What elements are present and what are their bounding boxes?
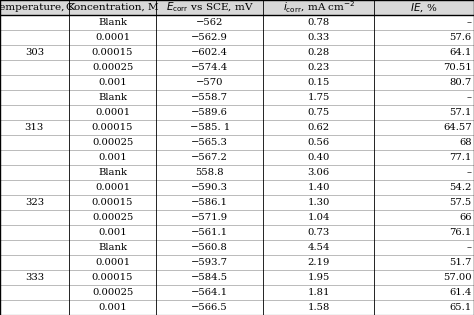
- Text: 77.1: 77.1: [449, 153, 472, 162]
- Text: −564.1: −564.1: [191, 288, 228, 297]
- Text: 57.1: 57.1: [449, 108, 472, 117]
- Text: 0.0001: 0.0001: [95, 33, 130, 42]
- Text: 0.00015: 0.00015: [92, 48, 133, 57]
- Text: 313: 313: [25, 123, 44, 132]
- Text: 0.00015: 0.00015: [92, 198, 133, 207]
- Text: 0.0001: 0.0001: [95, 183, 130, 192]
- Text: 64.57: 64.57: [443, 123, 472, 132]
- Text: −585. 1: −585. 1: [190, 123, 230, 132]
- Text: 57.00: 57.00: [443, 273, 472, 282]
- Text: 80.7: 80.7: [449, 78, 472, 87]
- Text: −565.3: −565.3: [191, 138, 228, 147]
- Text: –: –: [466, 168, 472, 177]
- Text: 4.54: 4.54: [308, 243, 330, 252]
- Text: $E_{\rm corr}$ vs SCE, mV: $E_{\rm corr}$ vs SCE, mV: [166, 1, 254, 14]
- Text: 0.78: 0.78: [308, 18, 330, 27]
- Text: 0.56: 0.56: [308, 138, 330, 147]
- Text: Blank: Blank: [98, 93, 127, 102]
- Text: 0.15: 0.15: [308, 78, 330, 87]
- Text: 0.33: 0.33: [308, 33, 330, 42]
- Text: 0.00015: 0.00015: [92, 273, 133, 282]
- Text: 0.001: 0.001: [98, 78, 127, 87]
- Text: –: –: [466, 243, 472, 252]
- Text: 65.1: 65.1: [449, 303, 472, 312]
- Text: −590.3: −590.3: [191, 183, 228, 192]
- Text: –: –: [466, 93, 472, 102]
- Text: 0.23: 0.23: [308, 63, 330, 72]
- Text: $i_{\rm corr}$, mA cm$^{-2}$: $i_{\rm corr}$, mA cm$^{-2}$: [283, 0, 355, 15]
- Text: −602.4: −602.4: [191, 48, 228, 57]
- Text: Blank: Blank: [98, 168, 127, 177]
- Text: −561.1: −561.1: [191, 228, 228, 237]
- Text: −571.9: −571.9: [191, 213, 228, 222]
- Text: −558.7: −558.7: [191, 93, 228, 102]
- Text: −589.6: −589.6: [191, 108, 228, 117]
- Text: 76.1: 76.1: [449, 228, 472, 237]
- Text: −574.4: −574.4: [191, 63, 228, 72]
- Text: Concentration, M: Concentration, M: [66, 3, 159, 12]
- Text: $IE$, %: $IE$, %: [410, 1, 438, 14]
- Text: 0.00025: 0.00025: [92, 63, 133, 72]
- Text: 0.73: 0.73: [308, 228, 330, 237]
- Text: 0.00025: 0.00025: [92, 213, 133, 222]
- Text: –: –: [466, 18, 472, 27]
- Text: Temperature, K: Temperature, K: [0, 3, 75, 12]
- Text: 0.0001: 0.0001: [95, 108, 130, 117]
- Text: 1.81: 1.81: [308, 288, 330, 297]
- Text: 64.1: 64.1: [449, 48, 472, 57]
- Text: 0.001: 0.001: [98, 228, 127, 237]
- Text: 0.40: 0.40: [308, 153, 330, 162]
- Text: −593.7: −593.7: [191, 258, 228, 267]
- Text: 51.7: 51.7: [449, 258, 472, 267]
- Text: −570: −570: [196, 78, 224, 87]
- Text: −584.5: −584.5: [191, 273, 228, 282]
- Text: −566.5: −566.5: [191, 303, 228, 312]
- Text: 0.001: 0.001: [98, 153, 127, 162]
- Text: 0.00025: 0.00025: [92, 138, 133, 147]
- Text: 68: 68: [459, 138, 472, 147]
- Text: 333: 333: [25, 273, 44, 282]
- Text: −586.1: −586.1: [191, 198, 228, 207]
- Text: 1.04: 1.04: [308, 213, 330, 222]
- Text: 2.19: 2.19: [308, 258, 330, 267]
- Text: −562: −562: [196, 18, 223, 27]
- Text: −562.9: −562.9: [191, 33, 228, 42]
- Text: 1.75: 1.75: [308, 93, 330, 102]
- Text: 0.001: 0.001: [98, 303, 127, 312]
- Text: 0.28: 0.28: [308, 48, 330, 57]
- Text: 558.8: 558.8: [195, 168, 224, 177]
- Text: 0.0001: 0.0001: [95, 258, 130, 267]
- Text: 0.00025: 0.00025: [92, 288, 133, 297]
- Text: 57.5: 57.5: [449, 198, 472, 207]
- Text: 0.75: 0.75: [308, 108, 330, 117]
- Text: 3.06: 3.06: [308, 168, 330, 177]
- Text: 1.58: 1.58: [308, 303, 330, 312]
- Text: 61.4: 61.4: [449, 288, 472, 297]
- Text: 66: 66: [459, 213, 472, 222]
- Text: Blank: Blank: [98, 18, 127, 27]
- Text: −560.8: −560.8: [191, 243, 228, 252]
- Text: 1.30: 1.30: [308, 198, 330, 207]
- Text: 1.40: 1.40: [308, 183, 330, 192]
- Text: Blank: Blank: [98, 243, 127, 252]
- Bar: [0, 0, 474, 15]
- Text: 54.2: 54.2: [449, 183, 472, 192]
- Text: 0.00015: 0.00015: [92, 123, 133, 132]
- Text: 70.51: 70.51: [443, 63, 472, 72]
- Text: 1.95: 1.95: [308, 273, 330, 282]
- Text: 57.6: 57.6: [449, 33, 472, 42]
- Text: 0.62: 0.62: [308, 123, 330, 132]
- Text: −567.2: −567.2: [191, 153, 228, 162]
- Text: 323: 323: [25, 198, 44, 207]
- Text: 303: 303: [25, 48, 44, 57]
